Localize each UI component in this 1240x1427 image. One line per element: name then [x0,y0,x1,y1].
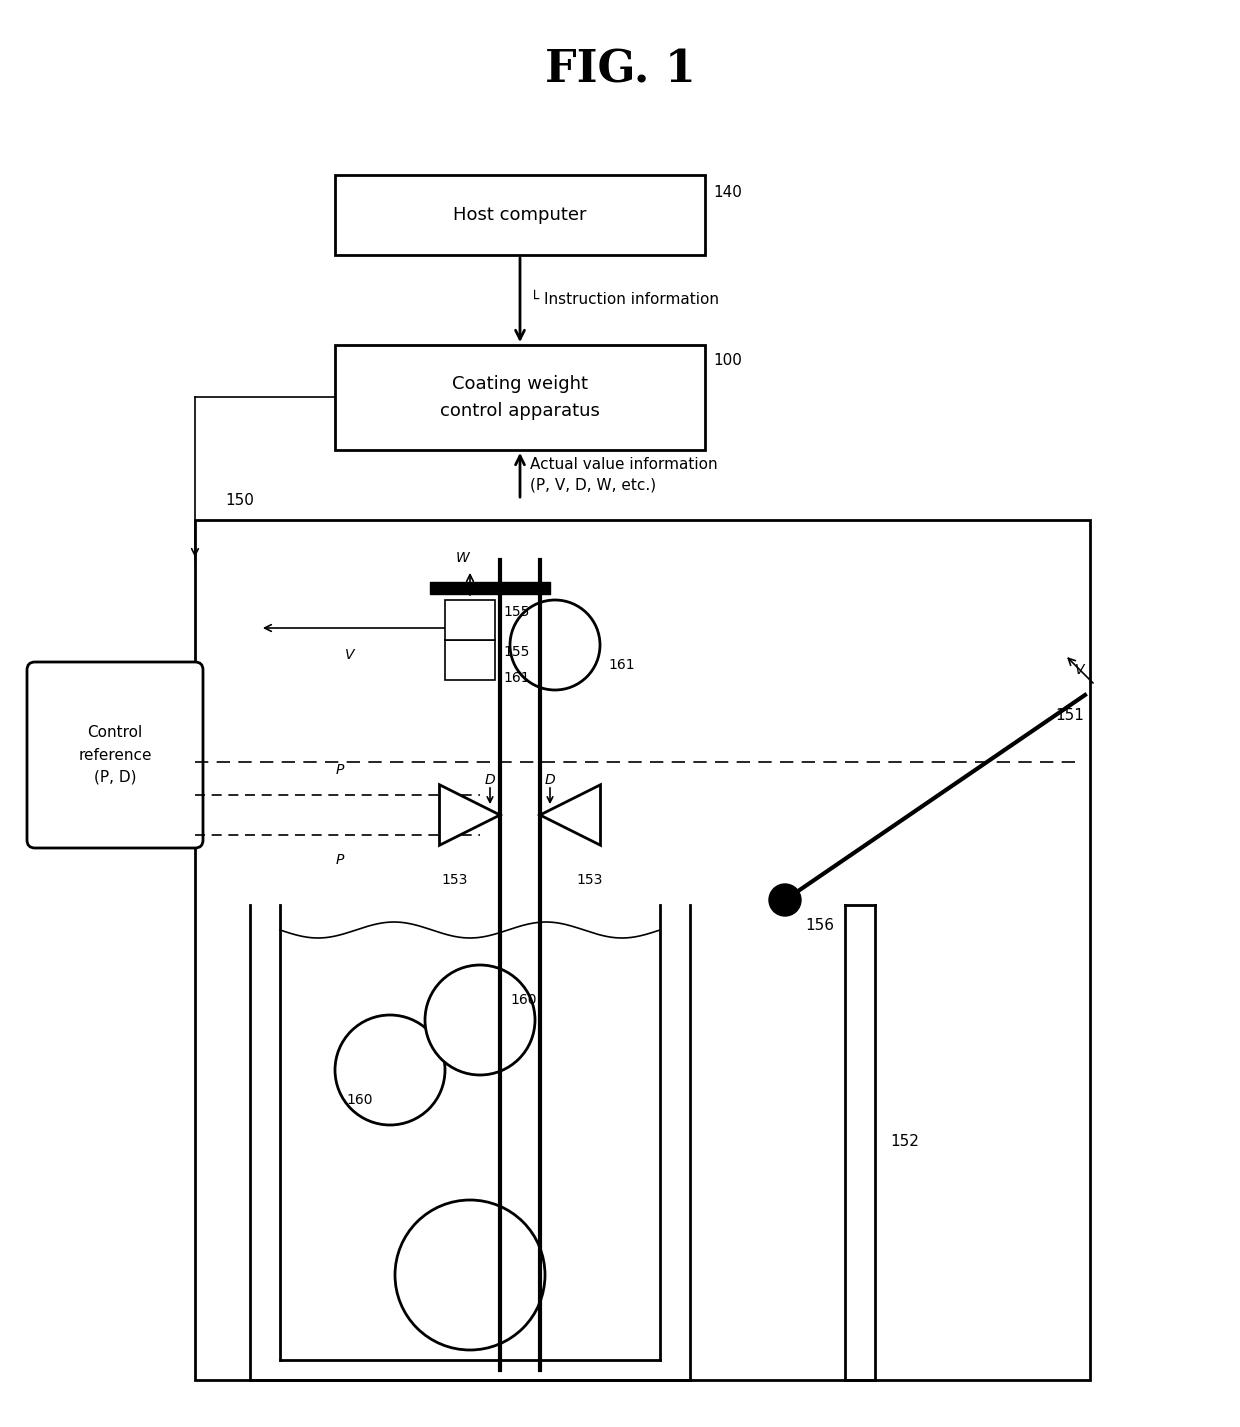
Text: 160: 160 [510,993,537,1007]
Text: P: P [336,763,345,776]
FancyBboxPatch shape [27,662,203,848]
Text: Actual value information
(P, V, D, W, etc.): Actual value information (P, V, D, W, et… [529,457,718,492]
Text: Host computer: Host computer [454,205,587,224]
Text: 155: 155 [503,605,529,619]
Text: P: P [336,853,345,868]
Circle shape [425,965,534,1075]
Text: └ Instruction information: └ Instruction information [529,293,719,307]
Text: D: D [485,773,495,788]
Text: 152: 152 [890,1134,919,1150]
Text: 140: 140 [713,186,742,200]
Text: D: D [544,773,556,788]
Text: 155: 155 [503,645,529,659]
Bar [195,519,1090,1380]
Text: V: V [345,648,355,662]
Polygon shape [539,785,600,845]
Polygon shape [439,785,500,845]
Text: Coating weight
control apparatus: Coating weight control apparatus [440,375,600,420]
Text: 151: 151 [1055,708,1084,722]
Text: W: W [456,551,470,565]
Bar [335,176,706,255]
Circle shape [769,883,801,916]
Text: FIG. 1: FIG. 1 [544,49,696,91]
Text: 153: 153 [577,873,603,888]
Text: 100: 100 [713,352,742,368]
Text: V: V [1075,664,1085,676]
Text: Control
reference
(P, D): Control reference (P, D) [78,725,151,785]
Text: 160: 160 [347,1093,373,1107]
Text: 150: 150 [224,492,254,508]
Circle shape [510,599,600,691]
Bar [445,599,495,639]
Bar [445,639,495,681]
Circle shape [335,1015,445,1124]
Circle shape [396,1200,546,1350]
Text: 161: 161 [503,671,529,685]
Text: 161: 161 [608,658,635,672]
Bar [335,345,706,450]
Text: 156: 156 [805,918,835,932]
Text: 153: 153 [441,873,469,888]
